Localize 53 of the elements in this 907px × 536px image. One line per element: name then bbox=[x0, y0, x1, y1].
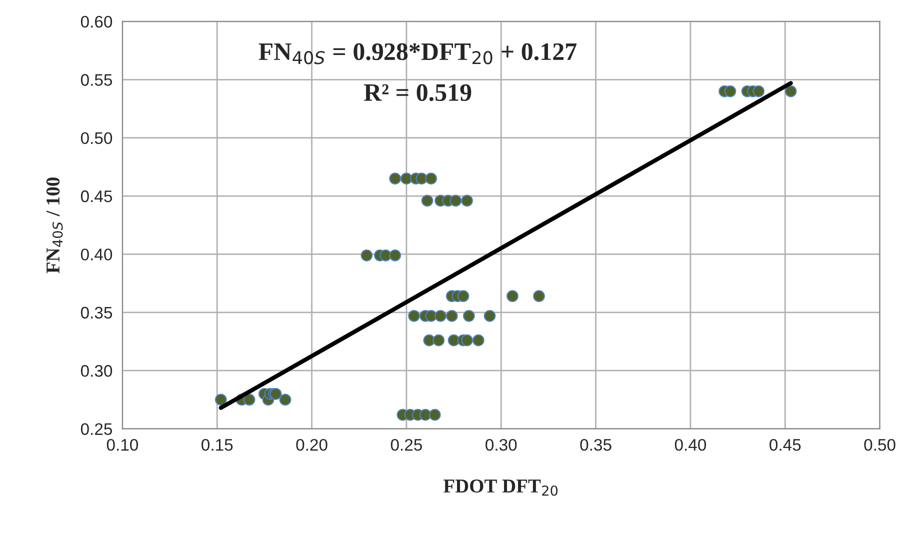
point bbox=[416, 172, 428, 184]
point bbox=[423, 334, 436, 346]
point bbox=[446, 310, 458, 322]
point bbox=[419, 408, 432, 421]
y-tick-label: 0.35 bbox=[80, 306, 112, 319]
point bbox=[533, 290, 545, 302]
x-tick-label: 0.20 bbox=[296, 438, 328, 451]
point bbox=[450, 194, 462, 207]
point bbox=[389, 172, 402, 184]
x-tick-label: 0.10 bbox=[106, 438, 138, 451]
point bbox=[214, 394, 227, 406]
y-tick-label: 0.60 bbox=[80, 16, 112, 28]
point bbox=[425, 310, 437, 322]
y-tick-label: 0.45 bbox=[80, 190, 112, 202]
point bbox=[457, 290, 470, 302]
point bbox=[484, 310, 496, 322]
annotation: FN$_{40S}$ = 0.928*DFT$_{20}$ + 0.127 bbox=[258, 43, 577, 64]
point bbox=[784, 85, 797, 98]
x-tick-label: 0.35 bbox=[580, 438, 612, 451]
point bbox=[462, 310, 475, 322]
point bbox=[461, 334, 473, 346]
y-axis-title: FN$_{40S}$ / 100 bbox=[46, 177, 63, 274]
point bbox=[752, 85, 765, 98]
point bbox=[279, 394, 292, 406]
point bbox=[400, 172, 412, 184]
x-tick-label: 0.50 bbox=[864, 438, 896, 451]
point bbox=[461, 194, 473, 207]
point bbox=[448, 334, 460, 346]
point bbox=[360, 249, 373, 262]
x-axis-title: FDOT DFT$_{20}$ bbox=[444, 480, 558, 496]
annotation: R² = 0.519 bbox=[364, 84, 472, 102]
x-tick-label: 0.30 bbox=[486, 438, 517, 451]
point bbox=[434, 310, 446, 322]
y-tick-label: 0.40 bbox=[80, 248, 112, 260]
y-tick-label: 0.25 bbox=[80, 423, 112, 436]
point bbox=[389, 249, 402, 262]
point bbox=[421, 194, 434, 207]
point bbox=[425, 172, 437, 184]
point bbox=[724, 85, 736, 98]
point bbox=[506, 290, 518, 302]
x-tick-label: 0.25 bbox=[390, 438, 422, 451]
point bbox=[408, 310, 420, 322]
point bbox=[472, 334, 484, 346]
y-tick-label: 0.30 bbox=[80, 365, 112, 377]
point bbox=[432, 334, 445, 346]
point bbox=[243, 394, 256, 406]
point bbox=[380, 249, 392, 262]
y-tick-label: 0.50 bbox=[80, 132, 112, 144]
y-tick-label: 0.55 bbox=[80, 74, 112, 86]
x-tick-label: 0.15 bbox=[202, 438, 233, 451]
x-tick-label: 0.40 bbox=[674, 438, 706, 451]
x-tick-label: 0.45 bbox=[770, 438, 801, 451]
point bbox=[428, 408, 441, 421]
